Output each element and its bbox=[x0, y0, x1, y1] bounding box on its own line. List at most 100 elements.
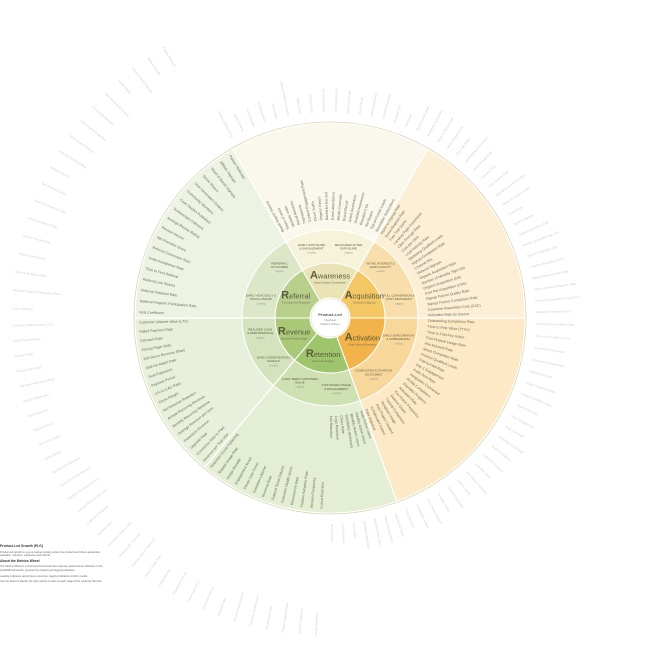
awareness-stage-sub: Extra Customer Conversation bbox=[314, 282, 346, 285]
metric-description: Media Coverage bbox=[346, 90, 352, 113]
metric-label: Activation Rate by Source bbox=[428, 312, 469, 317]
indicator-label: OUTCOMES bbox=[365, 372, 382, 376]
center-subtitle: Flywheel bbox=[324, 318, 336, 322]
metric-description: Website Visits bbox=[245, 108, 256, 127]
metric-description: Discount Rate bbox=[14, 352, 34, 358]
metric-description: Referral Invitation Rate bbox=[15, 270, 46, 278]
metric-description: Monthly Active Users bbox=[373, 519, 383, 548]
metric-description: Time to First Key Action bbox=[534, 346, 566, 355]
metric-description: Organic Reach bbox=[308, 92, 314, 113]
metric-label: Pricing Page Visits bbox=[141, 343, 171, 352]
metric-description: Gross Margin bbox=[44, 449, 62, 461]
indicator-label: COMPLETED ACTIVATION bbox=[355, 369, 392, 373]
metric-description: Net Reach bbox=[404, 112, 413, 127]
metric-description: Brand Search Volume bbox=[216, 110, 234, 138]
metric-description: Activation Rate bbox=[474, 462, 491, 479]
metric-label: Session Frequency bbox=[310, 477, 317, 508]
indicator-label: & ENGAGEMENT bbox=[324, 387, 348, 391]
metric-label: Discount Rate bbox=[140, 336, 163, 343]
metric-label: Resurrection Rate bbox=[290, 476, 300, 505]
metric-description: Organic Acquisition (OA) bbox=[526, 245, 559, 259]
metric-label: Branded CTR bbox=[359, 203, 370, 225]
metric-label: Customer Lifetime Value (LTV) bbox=[139, 319, 188, 324]
indicator-label: CONTINUED USAGE bbox=[322, 383, 351, 387]
metric-label: Backlinks Earned bbox=[324, 192, 329, 220]
metric-description: Customer Health Score bbox=[248, 595, 260, 627]
metric-description: Session Frequency bbox=[297, 608, 303, 634]
activation-stage-label: Activation bbox=[345, 332, 380, 344]
metric-description: Net Revenue Retention bbox=[51, 456, 80, 475]
metric-description: Customer Lifetime Value (LTV) bbox=[12, 323, 53, 328]
metric-label: Onboarding Completion Rate bbox=[428, 319, 475, 324]
metric-description: Top-of-Funnel Leads bbox=[415, 105, 430, 132]
metric-description: Data Imported bbox=[404, 509, 415, 528]
metric-description: Share of Voice bbox=[233, 113, 245, 133]
metric-label: Brand Recall bbox=[342, 200, 349, 221]
metric-description: Signup Funnel Completion Rate bbox=[534, 282, 577, 292]
indicator-label: OUTCOMES bbox=[271, 265, 288, 269]
metric-description: Net Retention bbox=[330, 524, 334, 543]
indicator-label: EARLY ADVOCACY & bbox=[246, 293, 276, 297]
metric-label: Churn Rate bbox=[339, 415, 345, 434]
metric-description: Backlinks Earned bbox=[321, 89, 326, 113]
indicator-type: Lagging bbox=[256, 336, 265, 339]
metric-description: Template Usage bbox=[437, 492, 452, 513]
indicator-label: & ENGAGEMENT bbox=[299, 247, 323, 251]
metric-label: Social Mentions bbox=[289, 200, 301, 226]
metric-description: Referral Conversion Rate bbox=[34, 199, 67, 215]
awareness-stage-label: Awareness bbox=[310, 270, 350, 282]
metric-description: Logo Retention bbox=[341, 523, 346, 544]
metric-description: Channel Mix bbox=[507, 205, 524, 217]
metric-description: Day 1 Engagement bbox=[510, 414, 535, 430]
metric-label: Logo Retention bbox=[334, 416, 339, 441]
metric-label: Viral Coefficient bbox=[139, 310, 164, 315]
metric-description: Average Review Rating bbox=[58, 149, 87, 169]
center-circle bbox=[310, 298, 350, 338]
activation-stage-sub: Guide Users to Experience bbox=[348, 344, 377, 347]
metric-label: Net Reach bbox=[364, 210, 374, 227]
metric-label: Signup Funnel Completion Rate bbox=[427, 296, 478, 307]
metric-description: Aha Moment Rate bbox=[529, 369, 554, 379]
metric-label: Media Coverage bbox=[337, 194, 343, 221]
metric-description: Cost per Click bbox=[480, 164, 497, 180]
metric-label: Direct Traffic bbox=[311, 201, 318, 222]
metric-description: Review Volume bbox=[49, 165, 69, 178]
metric-description: First Feature Usage Rate bbox=[531, 357, 565, 368]
metric-description: Invite Acceptance Rate bbox=[28, 216, 59, 230]
metric-description: Power User Curve bbox=[186, 579, 201, 603]
metric-description: Revenue per Trial User bbox=[118, 532, 141, 558]
metric-description: Usage Breadth bbox=[157, 568, 171, 587]
metric-description: Product Qualified Leads bbox=[521, 392, 553, 408]
center-title: Product-Led bbox=[318, 312, 342, 317]
legend-paragraph: Leading indicators signal future outcome… bbox=[0, 574, 88, 578]
indicator-type: Lagging bbox=[275, 270, 284, 273]
metric-description: Unaided Awareness bbox=[381, 92, 392, 119]
metric-description: Support Ticket Volume bbox=[232, 592, 245, 622]
metric-description: Trial-to-Paid Rate bbox=[516, 403, 539, 417]
revenue-stage-label: Revenue bbox=[278, 326, 311, 338]
metric-description: Renewal Rate bbox=[217, 597, 227, 616]
metric-label: Feature Adoption Rate bbox=[300, 471, 309, 507]
metric-description: Collaborator Added bbox=[415, 504, 430, 529]
metric-description: Affiliate Signups bbox=[146, 56, 162, 76]
metric-description: Time to First Value (TTFV) bbox=[535, 334, 570, 341]
indicator-label: EARLY EXPOSURE bbox=[298, 243, 325, 247]
metric-label: Aha Moment Rate bbox=[424, 341, 453, 352]
metric-description: Resurrection Rate bbox=[264, 605, 273, 630]
metric-description: Engagement Score bbox=[171, 571, 187, 596]
metric-description: User-Generated Content bbox=[104, 92, 130, 118]
metric-description: Session Depth bbox=[456, 478, 471, 496]
legend-subtitle: About the Metrics Wheel bbox=[0, 558, 40, 563]
referral-stage-segment bbox=[274, 269, 321, 319]
indicator-type: Leading bbox=[376, 270, 385, 273]
indicator-label: FULL CONVERSION & bbox=[384, 293, 415, 297]
metric-description: Repeat Usage Rate bbox=[144, 554, 163, 578]
metric-description: Case Studies Published bbox=[79, 119, 107, 142]
metric-description: Cohort Retention bbox=[314, 613, 319, 636]
referral-stage-label: Referral bbox=[281, 289, 311, 301]
indicator-label: EXPOSURE bbox=[340, 247, 357, 251]
indicator-label: REALIZED CASH bbox=[248, 327, 272, 331]
indicator-type: Leading bbox=[332, 392, 341, 395]
